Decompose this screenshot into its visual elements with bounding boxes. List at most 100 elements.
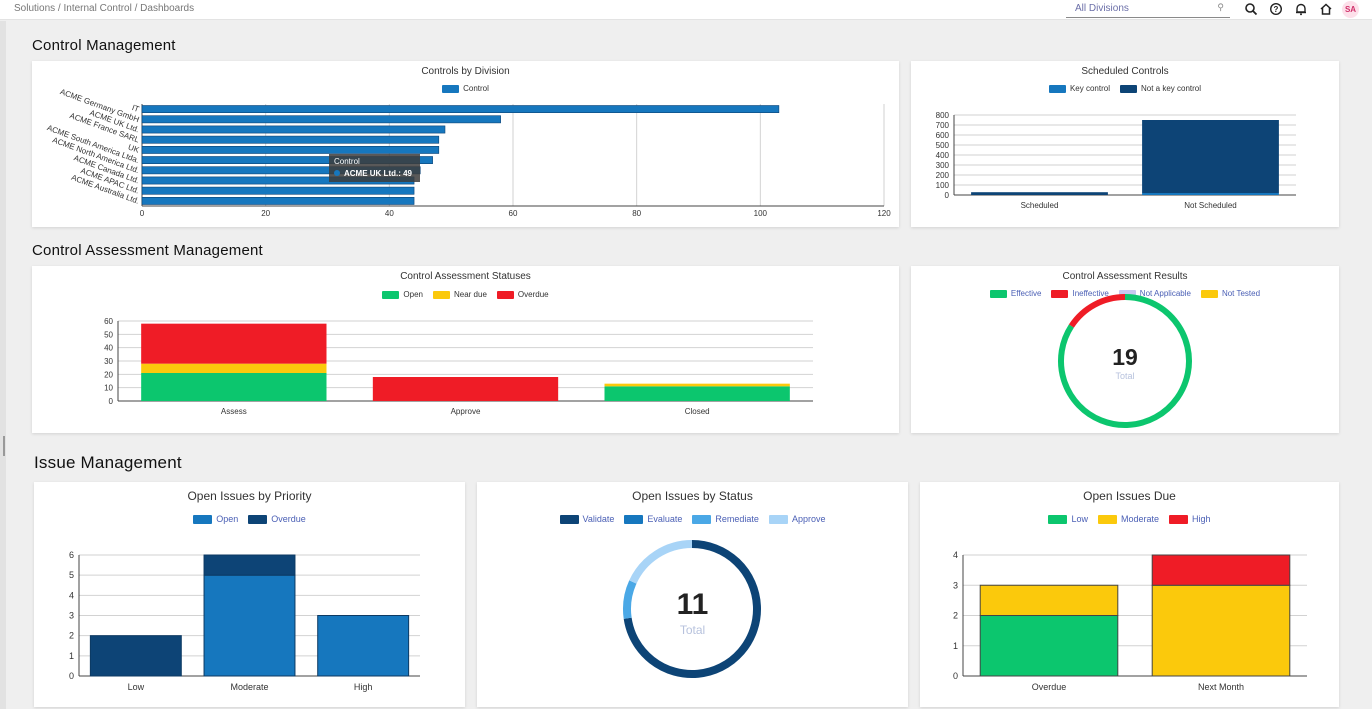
chart-legend: Open Near due Overdue	[32, 290, 899, 299]
legend-item-high[interactable]: High	[1169, 514, 1211, 524]
donut-total-value: 11	[676, 588, 709, 621]
legend-item-effective[interactable]: Effective	[989, 289, 1041, 298]
legend-swatch	[989, 289, 1007, 298]
legend-item-key-control[interactable]: Key control	[1048, 84, 1110, 93]
division-select[interactable]: All Divisions ⚲	[1066, 0, 1230, 18]
legend-item-open[interactable]: Open	[382, 290, 423, 299]
y-tick-label: 500	[936, 141, 950, 150]
bar-segment	[1151, 584, 1291, 677]
legend-label: Near due	[453, 290, 487, 299]
y-tick-label: 2	[69, 631, 74, 641]
help-icon[interactable]: ?	[1269, 2, 1283, 16]
y-tick-label: 800	[936, 111, 950, 120]
chart-control-assessment-results	[1058, 294, 1192, 428]
card-controls-by-division: Controls by Division Control 0 20 40 60 80 10…	[32, 61, 899, 227]
y-tick-label: 100	[936, 181, 950, 190]
legend-swatch	[382, 290, 400, 299]
legend-item-validate[interactable]: Validate	[559, 514, 614, 524]
chart-tooltip: Control ACME UK Ltd.: 49	[329, 154, 420, 182]
donut-slice	[623, 540, 761, 678]
home-icon[interactable]	[1319, 2, 1333, 16]
x-tick-label: 0	[140, 209, 145, 218]
y-tick-label: 50	[104, 330, 113, 339]
legend-item-overdue[interactable]: Overdue	[496, 290, 549, 299]
avatar[interactable]: SA	[1342, 1, 1359, 18]
chart-legend: Key control Not a key control	[911, 84, 1339, 93]
left-rail-handle[interactable]	[3, 436, 5, 456]
y-tick-label: 600	[936, 131, 950, 140]
donut-total-label: Total	[1115, 371, 1135, 381]
chart-title: Control Assessment Statuses	[400, 271, 531, 282]
card-control-assessment-results: Control Assessment Results Effective Ine…	[911, 266, 1339, 433]
x-tick-label: Not Scheduled	[1184, 201, 1236, 210]
legend-swatch	[1200, 289, 1218, 298]
y-tick-label: 20	[104, 370, 113, 379]
tooltip-title: Control	[334, 157, 360, 166]
legend-item-moderate[interactable]: Moderate	[1097, 514, 1160, 524]
legend-swatch	[1048, 514, 1068, 524]
legend-item-approve[interactable]: Approve	[768, 514, 825, 524]
x-tick-label: 20	[261, 209, 270, 218]
chart-legend: Validate Evaluate Remediate Approve	[477, 514, 908, 524]
legend-swatch	[1118, 289, 1136, 298]
chart-legend: Control	[32, 84, 899, 93]
legend-item-not-key-control[interactable]: Not a key control	[1120, 84, 1201, 93]
legend-label: Not Applicable	[1139, 289, 1191, 298]
search-icon: ⚲	[1217, 2, 1224, 12]
legend-swatch	[1051, 289, 1069, 298]
legend-item-ineffective[interactable]: Ineffective	[1051, 289, 1109, 298]
y-tick-label: 1	[953, 641, 958, 651]
bar-segment	[971, 192, 1108, 195]
x-tick-label: Next Month	[1198, 682, 1244, 692]
legend-swatch	[559, 514, 579, 524]
legend-item-control[interactable]: Control	[442, 84, 489, 93]
y-tick-label: 200	[936, 171, 950, 180]
legend-item-remediate[interactable]: Remediate	[692, 514, 759, 524]
chart-title: Open Issues by Status	[632, 489, 753, 503]
legend-swatch	[768, 514, 788, 524]
legend-item-not-applicable[interactable]: Not Applicable	[1118, 289, 1191, 298]
y-tick-label: 0	[945, 191, 950, 200]
card-open-issues-by-status: Open Issues by Status Validate Evaluate …	[477, 482, 908, 707]
legend-label: Ineffective	[1072, 289, 1109, 298]
bar-segment	[1142, 120, 1279, 193]
y-tick-label: 3	[69, 611, 74, 621]
x-tick-label: Moderate	[230, 682, 268, 692]
donut-slice	[623, 580, 637, 619]
chart-title: Open Issues Due	[1083, 489, 1176, 503]
donut-slice	[629, 540, 693, 584]
bell-icon[interactable]	[1294, 2, 1308, 16]
legend-label: Control	[463, 84, 489, 93]
y-tick-label: 1	[69, 651, 74, 661]
legend-item-open[interactable]: Open	[193, 514, 238, 524]
bar-segment	[604, 383, 790, 387]
legend-label: Moderate	[1120, 514, 1160, 524]
legend-item-near-due[interactable]: Near due	[432, 290, 487, 299]
legend-item-overdue[interactable]: Overdue	[248, 514, 306, 524]
search-icon[interactable]	[1244, 2, 1258, 16]
card-control-assessment-statuses: Control Assessment Statuses Open Near du…	[32, 266, 899, 433]
bar-segment	[372, 377, 559, 401]
legend-item-evaluate[interactable]: Evaluate	[624, 514, 682, 524]
bar	[141, 166, 421, 175]
x-tick-label: Scheduled	[1021, 201, 1059, 210]
division-select-value: All Divisions	[1075, 3, 1129, 14]
bar	[141, 197, 415, 205]
bar	[141, 115, 501, 124]
y-tick-label: 0	[953, 671, 958, 681]
y-tick-label: 0	[69, 671, 74, 681]
breadcrumb[interactable]: Solutions / Internal Control / Dashboard…	[14, 3, 195, 14]
chart-title: Open Issues by Priority	[187, 489, 312, 503]
card-open-issues-by-priority: Open Issues by Priority Open Overdue 0 1 2…	[34, 482, 465, 707]
legend-label: Open	[216, 514, 239, 524]
x-tick-label: Assess	[221, 407, 247, 416]
bar	[141, 125, 446, 134]
y-tick-label: IT	[131, 103, 141, 114]
legend-label: Not a key control	[1141, 84, 1202, 93]
bar	[141, 105, 780, 113]
y-tick-label: 6	[69, 550, 74, 560]
legend-item-low[interactable]: Low	[1048, 514, 1088, 524]
legend-item-not-tested[interactable]: Not Tested	[1200, 289, 1260, 298]
bar-segment	[141, 373, 327, 401]
